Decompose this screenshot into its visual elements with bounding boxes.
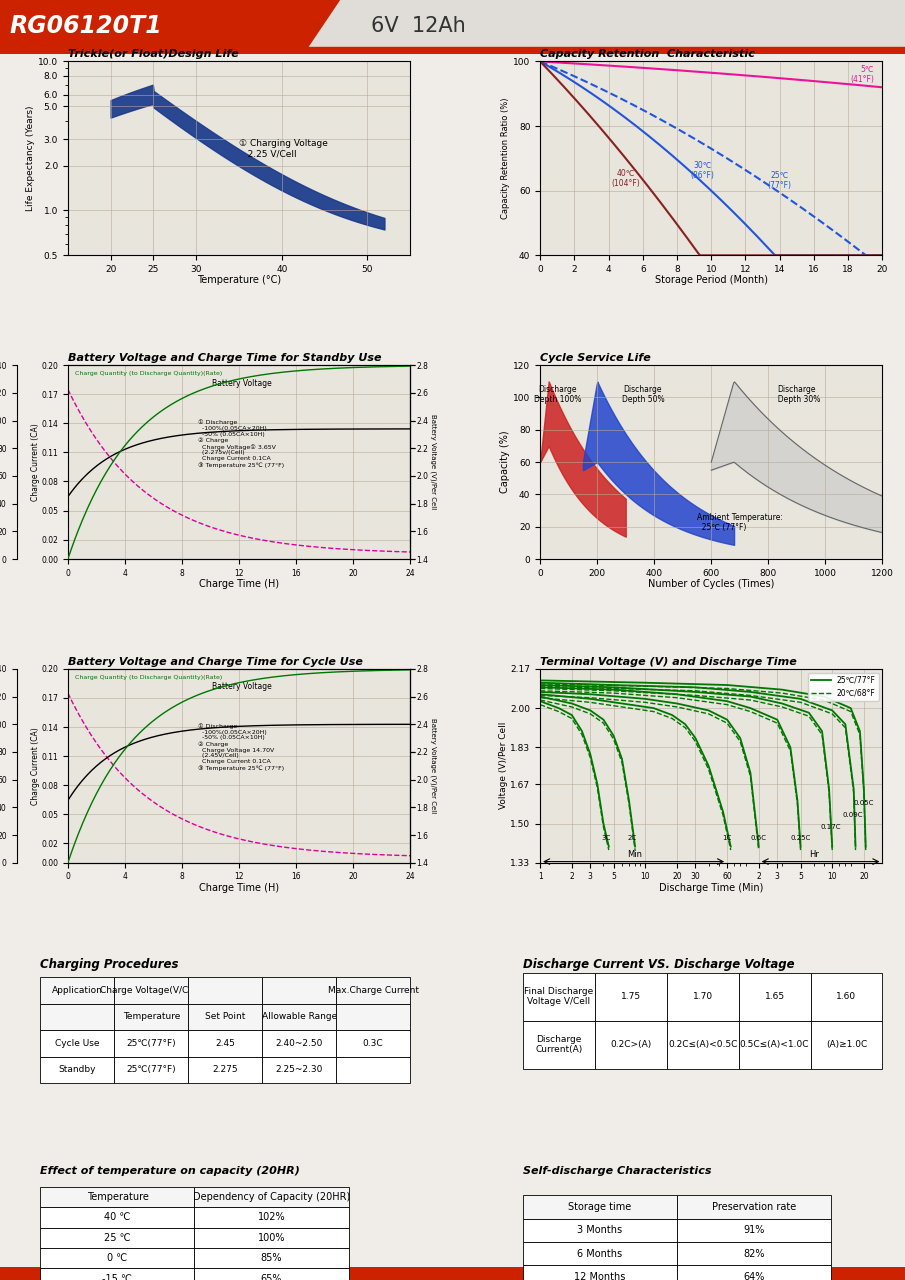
Text: Cycle Service Life: Cycle Service Life	[540, 353, 651, 364]
Text: 6V  12Ah: 6V 12Ah	[371, 15, 466, 36]
Text: 30℃
(86°F): 30℃ (86°F)	[691, 161, 715, 180]
X-axis label: Charge Time (H): Charge Time (H)	[199, 579, 279, 589]
Y-axis label: Life Expectancy (Years): Life Expectancy (Years)	[26, 106, 35, 211]
Text: 25℃
(77°F): 25℃ (77°F)	[767, 170, 792, 191]
Legend: 25℃/77°F, 20℃/68°F: 25℃/77°F, 20℃/68°F	[808, 673, 879, 700]
Text: 0.05C: 0.05C	[853, 800, 874, 806]
Text: Battery Voltage: Battery Voltage	[212, 379, 272, 388]
Text: Discharge
Depth 100%: Discharge Depth 100%	[534, 384, 581, 404]
Text: 40℃
(104°F): 40℃ (104°F)	[612, 169, 640, 188]
Text: Capacity Retention  Characteristic: Capacity Retention Characteristic	[540, 49, 755, 59]
Text: 2C: 2C	[627, 835, 637, 841]
Y-axis label: Capacity Retention Ratio (%): Capacity Retention Ratio (%)	[501, 97, 510, 219]
Text: 0.25C: 0.25C	[790, 835, 811, 841]
Text: 0.17C: 0.17C	[821, 823, 841, 829]
Y-axis label: Voltage (V)/Per Cell: Voltage (V)/Per Cell	[499, 722, 508, 809]
Text: Min: Min	[627, 850, 643, 859]
Text: RG06120T1: RG06120T1	[9, 14, 162, 38]
Text: 5℃
(41°F): 5℃ (41°F)	[850, 65, 874, 84]
Text: Hr: Hr	[809, 850, 819, 859]
Text: 3C: 3C	[601, 835, 610, 841]
Text: 0.09C: 0.09C	[843, 812, 863, 818]
Text: Battery Voltage and Charge Time for Cycle Use: Battery Voltage and Charge Time for Cycl…	[68, 657, 363, 667]
Text: 0.6C: 0.6C	[751, 835, 767, 841]
Y-axis label: Capacity (%): Capacity (%)	[500, 431, 510, 493]
Text: Discharge
Depth 50%: Discharge Depth 50%	[622, 384, 664, 404]
Text: Charge Quantity (to Discharge Quantity)(Rate): Charge Quantity (to Discharge Quantity)(…	[75, 675, 222, 680]
Y-axis label: Battery Voltage (V)/Per Cell: Battery Voltage (V)/Per Cell	[430, 718, 436, 813]
Text: Charging Procedures: Charging Procedures	[41, 959, 179, 972]
Text: Discharge Current VS. Discharge Voltage: Discharge Current VS. Discharge Voltage	[523, 959, 795, 972]
X-axis label: Temperature (°C): Temperature (°C)	[197, 275, 281, 285]
X-axis label: Charge Time (H): Charge Time (H)	[199, 883, 279, 893]
Polygon shape	[0, 0, 339, 54]
Text: ① Charging Voltage
   2.25 V/Cell: ① Charging Voltage 2.25 V/Cell	[239, 140, 328, 159]
X-axis label: Number of Cycles (Times): Number of Cycles (Times)	[648, 579, 775, 589]
Text: Self-discharge Characteristics: Self-discharge Characteristics	[523, 1166, 711, 1176]
Text: Ambient Temperature:
  25℃ (77°F): Ambient Temperature: 25℃ (77°F)	[697, 512, 783, 532]
Text: Battery Voltage: Battery Voltage	[212, 682, 272, 691]
Y-axis label: Battery Voltage (V)/Per Cell: Battery Voltage (V)/Per Cell	[430, 415, 436, 509]
Y-axis label: Charge Current (CA): Charge Current (CA)	[31, 424, 40, 500]
Text: Terminal Voltage (V) and Discharge Time: Terminal Voltage (V) and Discharge Time	[540, 657, 797, 667]
Text: ① Discharge
  -100%(0.05CA×20H)
  -50% (0.05CA×10H)
② Charge
  Charge Voltage① 3: ① Discharge -100%(0.05CA×20H) -50% (0.05…	[198, 420, 284, 467]
Text: Charge Quantity (to Discharge Quantity)(Rate): Charge Quantity (to Discharge Quantity)(…	[75, 371, 222, 376]
Text: Effect of temperature on capacity (20HR): Effect of temperature on capacity (20HR)	[41, 1166, 300, 1176]
Text: Trickle(or Float)Design Life: Trickle(or Float)Design Life	[68, 49, 239, 59]
X-axis label: Storage Period (Month): Storage Period (Month)	[654, 275, 767, 285]
Text: 1C: 1C	[722, 835, 732, 841]
Y-axis label: Charge Current (CA): Charge Current (CA)	[31, 727, 40, 805]
Bar	[0, 47, 905, 54]
X-axis label: Discharge Time (Min): Discharge Time (Min)	[659, 883, 764, 893]
Text: Battery Voltage and Charge Time for Standby Use: Battery Voltage and Charge Time for Stan…	[68, 353, 381, 364]
Text: Discharge
  Depth 30%: Discharge Depth 30%	[773, 384, 821, 404]
Text: ① Discharge
  -100%(0.05CA×20H)
  -50% (0.05CA×10H)
② Charge
  Charge Voltage 14: ① Discharge -100%(0.05CA×20H) -50% (0.05…	[198, 723, 284, 771]
